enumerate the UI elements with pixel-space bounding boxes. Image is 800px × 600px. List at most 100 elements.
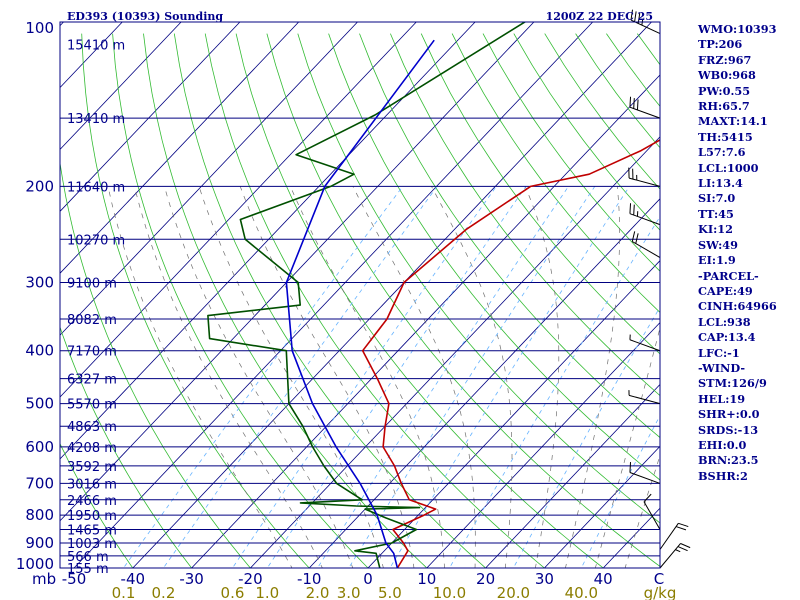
index-entry: WMO:10393 [698, 22, 777, 36]
isotherm-line [60, 22, 299, 274]
pressure-label: 600 [25, 438, 54, 456]
dry-adiabat-line [60, 160, 251, 568]
dry-adiabat-line [235, 33, 604, 568]
isotherm-line [308, 198, 660, 568]
parcel-trace [285, 39, 435, 568]
plot-frame [59, 21, 661, 569]
mixing-ratio-tick-label: 10.0 [433, 584, 466, 600]
pressure-label: 400 [25, 342, 54, 360]
dry-adiabat-line [81, 33, 310, 568]
indices-panel: WMO:10393 TP:206 FRZ:967 WB0:968 PW:0.55 RH:6… [698, 22, 798, 484]
chart-title: ED393 (10393) Sounding [67, 10, 223, 23]
index-entry: LFC:-1 [698, 345, 740, 360]
dry-adiabat-line [297, 33, 660, 524]
dry-adiabat-line [266, 33, 660, 567]
isotherm-line [0, 22, 5, 568]
temperature-tick-label: 40 [594, 570, 613, 588]
dry-adiabat-line [60, 325, 193, 568]
background-lines [0, 22, 660, 568]
index-entry: SW:49 [698, 237, 738, 252]
index-entry: WB0:968 [698, 68, 756, 83]
wind-barbs [628, 9, 691, 569]
temperature-trace [361, 139, 660, 568]
index-entry: STM:126/9 [698, 376, 767, 391]
moist-adiabat-line [352, 186, 476, 568]
height-label: 10270 m [67, 233, 125, 248]
mixing-ratio-line [232, 186, 497, 568]
temperature-tick-label: 20 [476, 570, 495, 588]
index-entry: -PARCEL- [698, 268, 759, 283]
pressure-label: 800 [25, 506, 54, 524]
temperature-tick-label: 0 [363, 570, 373, 588]
profile-traces [207, 22, 660, 568]
wind-barb [629, 462, 661, 484]
moist-adiabat-line [624, 454, 660, 568]
pressure-label: 700 [25, 474, 54, 492]
moist-adiabat-line [239, 186, 415, 568]
pressure-label: 100 [25, 19, 54, 37]
mixing-ratio-unit-label: g/kg [644, 584, 677, 600]
height-label: 3016 m [67, 477, 117, 492]
isotherm-line [60, 22, 241, 212]
index-entry: SI:7.0 [698, 191, 736, 206]
moist-adiabat-line [134, 186, 323, 568]
index-entry: TT:45 [698, 206, 734, 221]
dry-adiabat-line [112, 33, 369, 568]
height-label: 4863 m [67, 420, 117, 435]
mixing-ratio-tick-label: 0.2 [152, 584, 176, 600]
isotherm-line [60, 22, 358, 336]
moist-adiabat-line [594, 326, 660, 568]
index-entry: BSHR:2 [698, 468, 748, 483]
dry-adiabat-line [328, 33, 660, 481]
mixing-ratio-tick-label: 40.0 [565, 584, 598, 600]
mixing-ratio-tick-label: 3.0 [337, 584, 361, 600]
index-entry: TH:5415 [698, 129, 753, 144]
dry-adiabat-line [420, 33, 660, 355]
index-entry: TP:206 [698, 37, 743, 52]
moist-adiabat-line [565, 186, 620, 568]
dry-adiabat-line [482, 33, 660, 272]
height-label: 11640 m [67, 180, 125, 195]
dewpoint-trace [207, 22, 527, 568]
pressure-unit-label: mb [32, 570, 56, 588]
pressure-label: 200 [25, 177, 54, 195]
pressure-label: 300 [25, 274, 54, 292]
index-entry: SRDS:-13 [698, 422, 759, 437]
isotherm-line [544, 445, 660, 568]
index-entry: FRZ:967 [698, 52, 752, 67]
moist-adiabat-line [198, 186, 384, 568]
isotherm-line [60, 22, 535, 522]
height-label: 155 m [67, 562, 109, 577]
height-label: 9100 m [67, 277, 117, 292]
index-entry: L57:7.6 [698, 145, 746, 160]
temperature-tick-labels: -50 -40 -30 -20 -10 0 10 20 30 40 C [62, 570, 664, 588]
height-label: 7170 m [67, 345, 117, 360]
isotherm-line [60, 22, 417, 398]
temperature-tick-label: -30 [179, 570, 204, 588]
temperature-tick-label: -50 [62, 570, 87, 588]
mixing-ratio-tick-label: 0.6 [221, 584, 245, 600]
height-label: 1465 m [67, 523, 117, 538]
isotherm-line [60, 22, 182, 151]
wind-barb [631, 231, 661, 258]
wind-barb [629, 96, 661, 119]
height-label: 13410 m [67, 112, 125, 127]
height-label: 2466 m [67, 494, 117, 509]
mixing-ratio-line [348, 186, 596, 568]
dry-adiabat-line [451, 33, 660, 313]
height-label: 5570 m [67, 398, 117, 413]
height-label: 3592 m [67, 460, 117, 475]
mixing-ratio-tick-label: 0.1 [112, 584, 136, 600]
mixing-ratio-line [123, 186, 404, 568]
mixing-ratio-line [512, 306, 660, 568]
wind-barb [628, 390, 661, 405]
index-entry: EHI:0.0 [698, 437, 747, 452]
index-entry: CAP:13.4 [698, 330, 756, 345]
isotherm-line [250, 136, 660, 568]
isotherm-line [73, 22, 593, 568]
temperature-unit-label: C [654, 570, 664, 588]
pressure-label: 900 [25, 534, 54, 552]
mixing-ratio-tick-label: 1.0 [255, 584, 279, 600]
